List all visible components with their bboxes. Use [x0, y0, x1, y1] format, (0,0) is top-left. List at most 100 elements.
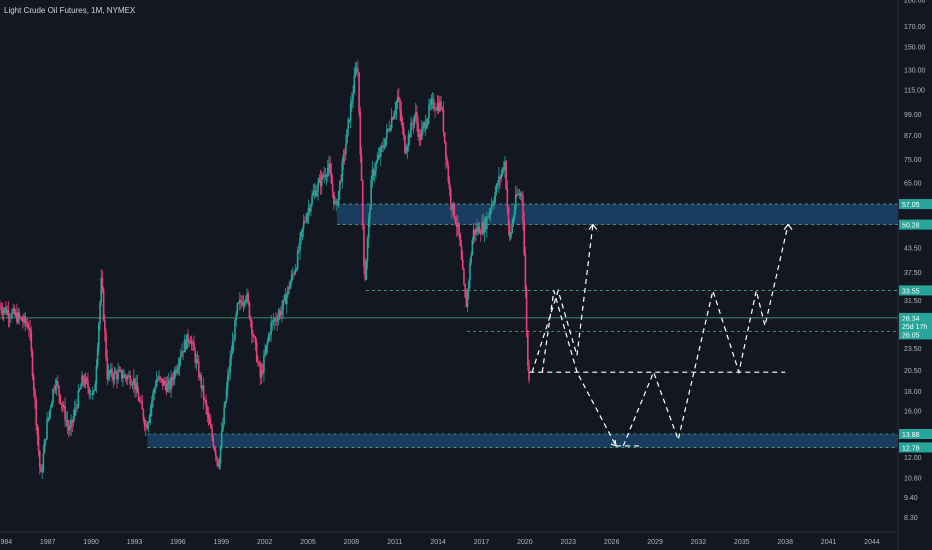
candle-body: [213, 446, 216, 451]
candle-body: [51, 402, 53, 408]
candle-body: [177, 366, 180, 370]
candle-body: [323, 175, 325, 178]
x-tick-label: 2014: [430, 539, 446, 546]
candle-body: [81, 375, 83, 387]
y-tick-label: 37.50: [904, 270, 922, 277]
candle-body: [423, 122, 425, 126]
candle-body: [401, 121, 404, 128]
candle-body: [351, 100, 353, 104]
candle-body: [482, 222, 485, 233]
y-tick-label: 16.00: [904, 408, 922, 415]
candle-body: [147, 422, 150, 429]
candle-body: [130, 384, 133, 386]
candle-body: [55, 381, 58, 387]
candle-body: [84, 377, 87, 385]
y-tick-label: 23.50: [904, 346, 922, 353]
candle-body: [101, 277, 104, 290]
candle-body: [235, 313, 237, 321]
candle-body: [13, 308, 16, 315]
candle-body: [48, 410, 51, 418]
y-tick-label: 20.50: [904, 368, 922, 375]
candle-body: [264, 352, 266, 356]
candle-body: [353, 75, 356, 93]
candle-body: [314, 190, 317, 197]
candle-body: [425, 124, 428, 129]
candle-body: [405, 151, 407, 153]
candle-body: [369, 209, 371, 219]
candle-body: [518, 193, 521, 196]
candle-body: [148, 417, 151, 423]
candle-body: [313, 190, 316, 193]
price-label-box: [899, 219, 932, 230]
x-tick-label: 1987: [40, 539, 56, 546]
candle-body: [28, 328, 30, 329]
candle-body: [447, 165, 450, 182]
candle-body: [370, 180, 372, 210]
candle-body: [516, 194, 518, 196]
candle-body: [320, 174, 323, 187]
candle-body: [363, 223, 365, 267]
candle-body: [232, 340, 235, 342]
candle-body: [31, 351, 34, 377]
candle-body: [473, 229, 476, 235]
candle-body: [141, 401, 143, 410]
candle-body: [89, 393, 92, 395]
candle-body: [202, 385, 205, 400]
candle-body: [475, 228, 477, 235]
candle-body: [460, 245, 463, 260]
candle-body: [331, 183, 334, 192]
candle-body: [194, 350, 197, 363]
candle-body: [223, 407, 225, 424]
candle-body: [293, 273, 295, 275]
candle-body: [395, 101, 398, 111]
candle-body: [189, 341, 192, 344]
candle-body: [311, 195, 313, 205]
candle-body: [26, 324, 29, 329]
candle-body: [440, 101, 442, 108]
price-label-text: 13.88: [902, 432, 920, 439]
candle-body: [165, 384, 168, 392]
candle-body: [524, 254, 527, 289]
candle-body: [173, 369, 176, 380]
candle-body: [88, 387, 90, 395]
candle-body: [196, 359, 199, 362]
candle-body: [523, 220, 525, 255]
x-tick-label: 1996: [170, 539, 186, 546]
candle-body: [254, 336, 257, 343]
candle-body: [390, 117, 393, 129]
candle-body: [136, 383, 139, 393]
candle-body: [154, 386, 157, 390]
candle-body: [66, 420, 69, 426]
candle-body: [226, 375, 229, 388]
candle-body: [378, 154, 381, 157]
candle-body: [126, 376, 129, 380]
candle-body: [365, 261, 368, 280]
candle-body: [167, 380, 170, 384]
support-resistance-zone: [147, 434, 899, 448]
candle-body: [25, 322, 28, 325]
x-tick-label: 2041: [821, 539, 837, 546]
candle-body: [153, 389, 156, 393]
candle-body: [443, 132, 446, 142]
candle-body: [157, 379, 159, 381]
candle-body: [178, 359, 181, 367]
candle-body: [242, 302, 245, 306]
candle-body: [129, 375, 131, 385]
candle-body: [386, 129, 388, 139]
candle-body: [289, 282, 292, 289]
candle-body: [270, 322, 272, 335]
candle-body: [258, 361, 260, 365]
candle-body: [255, 342, 258, 362]
candle-body: [398, 96, 400, 100]
candle-body: [247, 293, 250, 303]
candle-body: [83, 380, 86, 385]
candle-body: [517, 193, 519, 195]
candle-body: [334, 202, 336, 204]
candle-body: [510, 232, 512, 238]
candle-body: [383, 146, 386, 148]
candle-body: [299, 237, 301, 251]
candle-body: [489, 210, 492, 213]
y-tick-label: 87.00: [904, 133, 922, 140]
candle-body: [312, 192, 315, 196]
